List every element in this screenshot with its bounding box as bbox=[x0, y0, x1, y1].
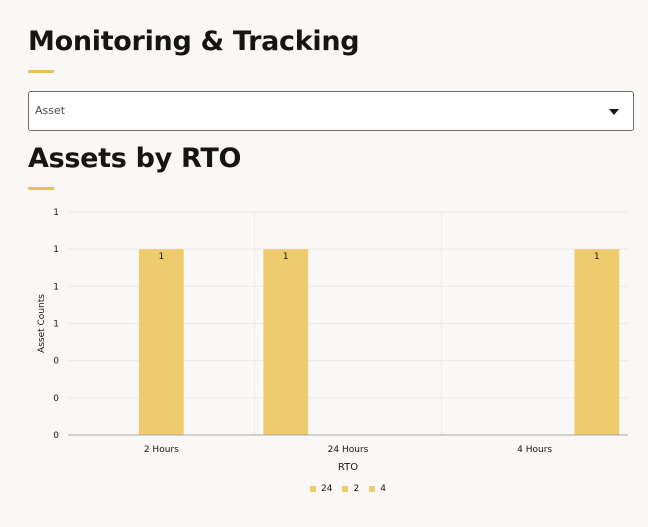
data-label: 1 bbox=[158, 252, 164, 262]
asset-select-label: Asset bbox=[35, 104, 66, 117]
chart-legend: 24 2 4 bbox=[0, 484, 648, 494]
bar bbox=[574, 249, 620, 435]
section-accent-bar bbox=[28, 187, 54, 190]
x-tick-label: 24 Hours bbox=[328, 445, 369, 455]
y-tick-label: 1 bbox=[53, 208, 59, 218]
x-tick-label: 4 Hours bbox=[517, 445, 552, 455]
legend-item[interactable]: 4 bbox=[369, 484, 386, 494]
legend-label: 4 bbox=[380, 484, 386, 494]
y-tick-label: 1 bbox=[53, 320, 59, 330]
legend-label: 2 bbox=[353, 484, 360, 494]
bar bbox=[138, 249, 184, 435]
x-axis-title: RTO bbox=[338, 462, 358, 473]
legend-label: 24 bbox=[321, 484, 333, 494]
y-tick-label: 0 bbox=[53, 431, 59, 441]
legend-swatch bbox=[310, 486, 317, 492]
chevron-down-icon[interactable] bbox=[609, 109, 619, 115]
y-tick-label: 1 bbox=[53, 282, 59, 292]
legend-item[interactable]: 2 bbox=[342, 484, 359, 494]
legend-item[interactable]: 24 bbox=[310, 484, 332, 494]
x-tick-label: 2 Hours bbox=[144, 445, 179, 455]
legend-swatch bbox=[342, 486, 349, 492]
title-accent-bar bbox=[28, 70, 54, 73]
data-label: 1 bbox=[283, 252, 289, 262]
y-tick-label: 0 bbox=[53, 394, 59, 404]
legend-swatch bbox=[369, 486, 376, 492]
data-label: 1 bbox=[594, 252, 600, 262]
section-title: Assets by RTO bbox=[28, 143, 242, 174]
bar bbox=[263, 249, 309, 435]
asset-select[interactable]: Asset bbox=[28, 91, 634, 131]
y-tick-label: 1 bbox=[53, 245, 59, 255]
y-axis-title: Asset Counts bbox=[37, 294, 47, 353]
page-title: Monitoring & Tracking bbox=[28, 26, 360, 57]
y-tick-label: 0 bbox=[53, 357, 59, 367]
rto-bar-chart: 0 0 0 1 1 1 1 1 2 Hours 1 24 Hours 1 4 Hours RTO Asset… bbox=[37, 208, 628, 473]
